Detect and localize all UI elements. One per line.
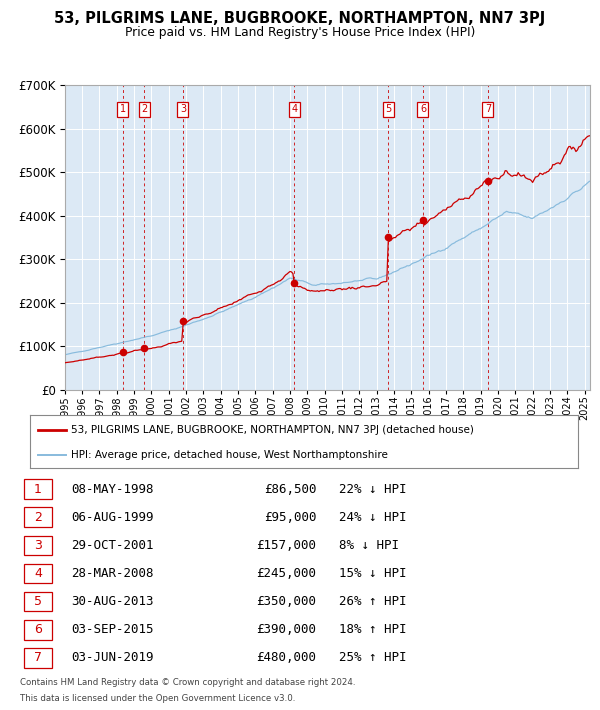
Text: 29-OCT-2001: 29-OCT-2001 <box>71 539 154 552</box>
Text: 30-AUG-2013: 30-AUG-2013 <box>71 595 154 608</box>
Text: £480,000: £480,000 <box>256 652 316 665</box>
Text: 2: 2 <box>141 104 148 114</box>
Text: 26% ↑ HPI: 26% ↑ HPI <box>339 595 407 608</box>
FancyBboxPatch shape <box>25 508 52 527</box>
Text: 15% ↓ HPI: 15% ↓ HPI <box>339 567 407 580</box>
Text: HPI: Average price, detached house, West Northamptonshire: HPI: Average price, detached house, West… <box>71 449 388 460</box>
Text: 8% ↓ HPI: 8% ↓ HPI <box>339 539 399 552</box>
Text: 25% ↑ HPI: 25% ↑ HPI <box>339 652 407 665</box>
Text: 5: 5 <box>385 104 391 114</box>
Text: Price paid vs. HM Land Registry's House Price Index (HPI): Price paid vs. HM Land Registry's House … <box>125 26 475 39</box>
Text: 5: 5 <box>34 595 42 608</box>
Text: 3: 3 <box>180 104 186 114</box>
Text: 03-JUN-2019: 03-JUN-2019 <box>71 652 154 665</box>
FancyBboxPatch shape <box>25 479 52 499</box>
FancyBboxPatch shape <box>25 535 52 555</box>
Text: This data is licensed under the Open Government Licence v3.0.: This data is licensed under the Open Gov… <box>20 694 295 704</box>
Text: 4: 4 <box>34 567 42 580</box>
Text: Contains HM Land Registry data © Crown copyright and database right 2024.: Contains HM Land Registry data © Crown c… <box>20 678 355 687</box>
FancyBboxPatch shape <box>25 592 52 611</box>
Text: 7: 7 <box>485 104 491 114</box>
FancyBboxPatch shape <box>25 620 52 640</box>
Text: 3: 3 <box>34 539 42 552</box>
Text: 06-AUG-1999: 06-AUG-1999 <box>71 510 154 524</box>
Text: £390,000: £390,000 <box>256 623 316 636</box>
Text: 53, PILGRIMS LANE, BUGBROOKE, NORTHAMPTON, NN7 3PJ (detached house): 53, PILGRIMS LANE, BUGBROOKE, NORTHAMPTO… <box>71 425 474 435</box>
Text: 08-MAY-1998: 08-MAY-1998 <box>71 483 154 496</box>
Text: 53, PILGRIMS LANE, BUGBROOKE, NORTHAMPTON, NN7 3PJ: 53, PILGRIMS LANE, BUGBROOKE, NORTHAMPTO… <box>55 11 545 26</box>
Text: £350,000: £350,000 <box>256 595 316 608</box>
Text: £86,500: £86,500 <box>264 483 316 496</box>
Text: 6: 6 <box>34 623 42 636</box>
Text: 03-SEP-2015: 03-SEP-2015 <box>71 623 154 636</box>
Text: 28-MAR-2008: 28-MAR-2008 <box>71 567 154 580</box>
Text: 2: 2 <box>34 510 42 524</box>
Text: 1: 1 <box>120 104 126 114</box>
Text: 22% ↓ HPI: 22% ↓ HPI <box>339 483 407 496</box>
Text: 18% ↑ HPI: 18% ↑ HPI <box>339 623 407 636</box>
Text: 4: 4 <box>291 104 297 114</box>
FancyBboxPatch shape <box>25 564 52 584</box>
Text: 1: 1 <box>34 483 42 496</box>
Text: £157,000: £157,000 <box>256 539 316 552</box>
Text: 6: 6 <box>420 104 426 114</box>
Text: 24% ↓ HPI: 24% ↓ HPI <box>339 510 407 524</box>
Text: £95,000: £95,000 <box>264 510 316 524</box>
FancyBboxPatch shape <box>25 648 52 668</box>
Text: 7: 7 <box>34 652 42 665</box>
Text: £245,000: £245,000 <box>256 567 316 580</box>
